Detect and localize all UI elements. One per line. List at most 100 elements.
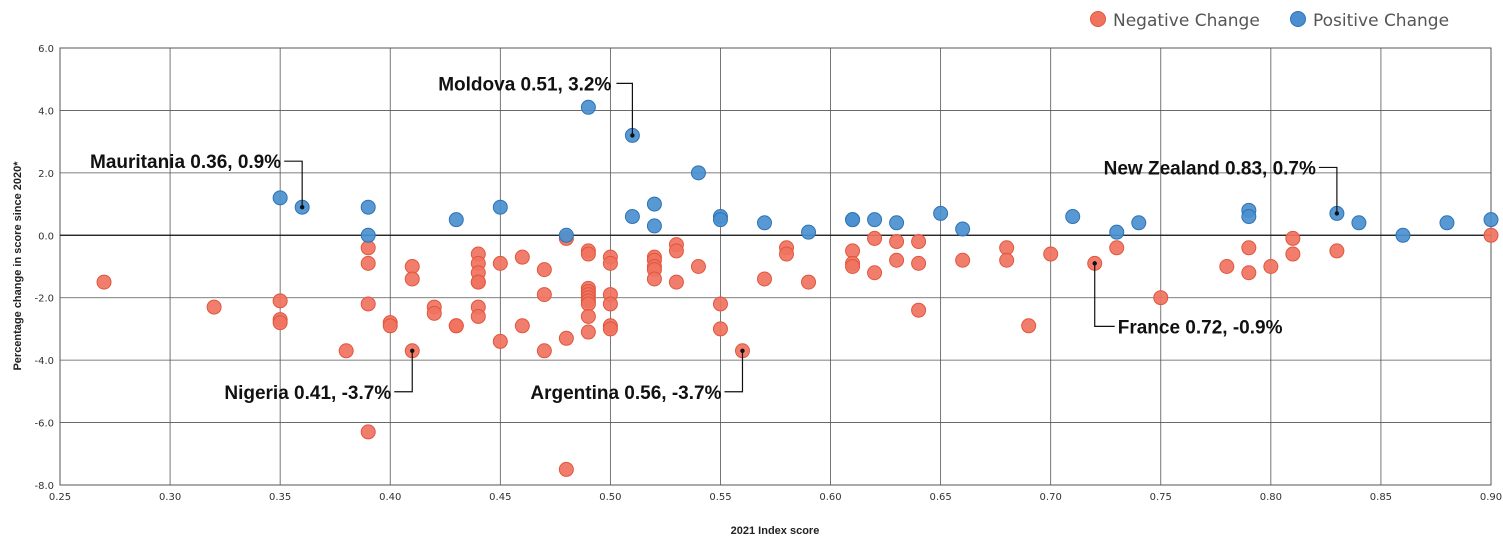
x-tick-label: 0.50 bbox=[599, 492, 621, 503]
x-tick-label: 0.70 bbox=[1040, 492, 1062, 503]
annotation-point-marker bbox=[299, 204, 305, 210]
negative-point bbox=[1285, 246, 1301, 262]
negative-point bbox=[536, 343, 552, 359]
positive-point bbox=[845, 212, 861, 228]
negative-point bbox=[999, 240, 1015, 256]
negative-point bbox=[1241, 240, 1257, 256]
positive-point bbox=[558, 227, 574, 243]
negative-point bbox=[404, 271, 420, 287]
annotation-label: France 0.72, -0.9% bbox=[1118, 317, 1283, 338]
annotation-label: Argentina 0.56, -3.7% bbox=[530, 383, 721, 404]
positive-point bbox=[1109, 224, 1125, 240]
x-tick-label: 0.65 bbox=[929, 492, 951, 503]
annotation-leader bbox=[284, 160, 303, 208]
y-tick-label: 6.0 bbox=[38, 44, 54, 55]
negative-point bbox=[404, 259, 420, 274]
legend-positive-marker bbox=[1290, 11, 1306, 27]
positive-point bbox=[1131, 215, 1147, 231]
negative-point bbox=[646, 271, 662, 287]
x-tick-label: 0.60 bbox=[819, 492, 841, 503]
x-tick-label: 0.35 bbox=[269, 492, 291, 503]
positive-point bbox=[1065, 209, 1081, 225]
negative-point bbox=[690, 259, 706, 274]
x-tick-label: 0.40 bbox=[379, 492, 401, 503]
positive-point bbox=[646, 218, 662, 234]
y-axis-ticks: 6.0 4.0 2.0 0.0 -2.0 -4.0 -6.0 -8.0 bbox=[34, 44, 54, 492]
negative-point bbox=[1153, 290, 1169, 306]
y-tick-label: -8.0 bbox=[34, 481, 54, 492]
x-tick-label: 0.80 bbox=[1260, 492, 1282, 503]
negative-point bbox=[801, 274, 817, 290]
negative-point bbox=[1021, 318, 1037, 334]
y-axis-title: Percentage change in score since 2020* bbox=[12, 161, 24, 371]
positive-point bbox=[580, 99, 596, 115]
positive-point bbox=[272, 190, 288, 206]
negative-point bbox=[867, 265, 883, 281]
positive-point bbox=[712, 212, 728, 228]
negative-point bbox=[867, 230, 883, 246]
negative-point bbox=[580, 308, 596, 324]
negative-point bbox=[845, 259, 861, 274]
negative-point bbox=[382, 318, 398, 334]
legend-negative-marker bbox=[1090, 11, 1106, 27]
y-tick-label: 0.0 bbox=[38, 231, 54, 242]
positive-point bbox=[690, 165, 706, 181]
positive-point bbox=[756, 215, 772, 231]
negative-point bbox=[272, 293, 288, 309]
negative-point bbox=[96, 274, 112, 290]
positive-point bbox=[492, 199, 508, 215]
negative-point bbox=[206, 299, 222, 315]
annotation-point-marker bbox=[1334, 211, 1340, 216]
negative-point bbox=[536, 262, 552, 278]
annotation-leader bbox=[394, 350, 413, 393]
positive-point bbox=[624, 209, 640, 225]
positive-point bbox=[1483, 212, 1499, 228]
positive-point bbox=[360, 227, 376, 243]
negative-point bbox=[492, 255, 508, 271]
y-tick-label: -6.0 bbox=[34, 419, 54, 430]
negative-point bbox=[1329, 243, 1345, 259]
annotation-label: Nigeria 0.41, -3.7% bbox=[224, 383, 391, 404]
negative-point bbox=[756, 271, 772, 287]
negative-point bbox=[360, 240, 376, 256]
negative-point bbox=[558, 461, 574, 477]
positive-point bbox=[889, 215, 905, 231]
x-axis-ticks: 0.25 0.30 0.35 0.40 0.45 0.50 0.55 0.60 0.65 0.70… bbox=[49, 492, 1502, 503]
negative-point bbox=[448, 318, 464, 334]
annotation-leader bbox=[616, 82, 634, 136]
x-tick-label: 0.75 bbox=[1150, 492, 1172, 503]
legend-negative-label: Negative Change bbox=[1113, 11, 1260, 31]
negative-point bbox=[1483, 227, 1499, 243]
negative-point bbox=[1219, 259, 1235, 274]
negative-point bbox=[580, 246, 596, 262]
negative-point bbox=[1043, 246, 1059, 262]
negative-point bbox=[955, 252, 971, 268]
annotation-label: Moldova 0.51, 3.2% bbox=[438, 74, 611, 95]
annotation-point-marker bbox=[1092, 261, 1097, 266]
negative-point bbox=[514, 249, 530, 265]
negative-point bbox=[911, 302, 927, 318]
negative-point bbox=[668, 274, 684, 290]
annotation-label: New Zealand 0.83, 0.7% bbox=[1104, 158, 1316, 179]
negative-point bbox=[360, 424, 376, 440]
negative-point bbox=[580, 296, 596, 312]
positive-point bbox=[646, 196, 662, 212]
negative-point bbox=[1263, 259, 1279, 274]
negative-point bbox=[536, 287, 552, 303]
negative-point bbox=[470, 274, 486, 290]
negative-point bbox=[360, 296, 376, 312]
annotation-leader bbox=[1318, 166, 1338, 214]
positive-point bbox=[1439, 215, 1455, 231]
annotations: Moldova 0.51, 3.2% Mauritania 0.36, 0.9% N… bbox=[90, 74, 1340, 404]
negative-point bbox=[602, 255, 618, 271]
annotation-point-marker bbox=[630, 133, 635, 138]
negative-point bbox=[492, 333, 508, 349]
positive-point bbox=[801, 224, 817, 240]
annotation-leader bbox=[724, 350, 744, 393]
legend: Negative Change Positive Change bbox=[1090, 11, 1449, 31]
negative-point bbox=[1241, 265, 1257, 281]
negative-point bbox=[999, 252, 1015, 268]
negative-point bbox=[779, 246, 795, 262]
negative-point bbox=[712, 296, 728, 312]
positive-point bbox=[1395, 227, 1411, 243]
